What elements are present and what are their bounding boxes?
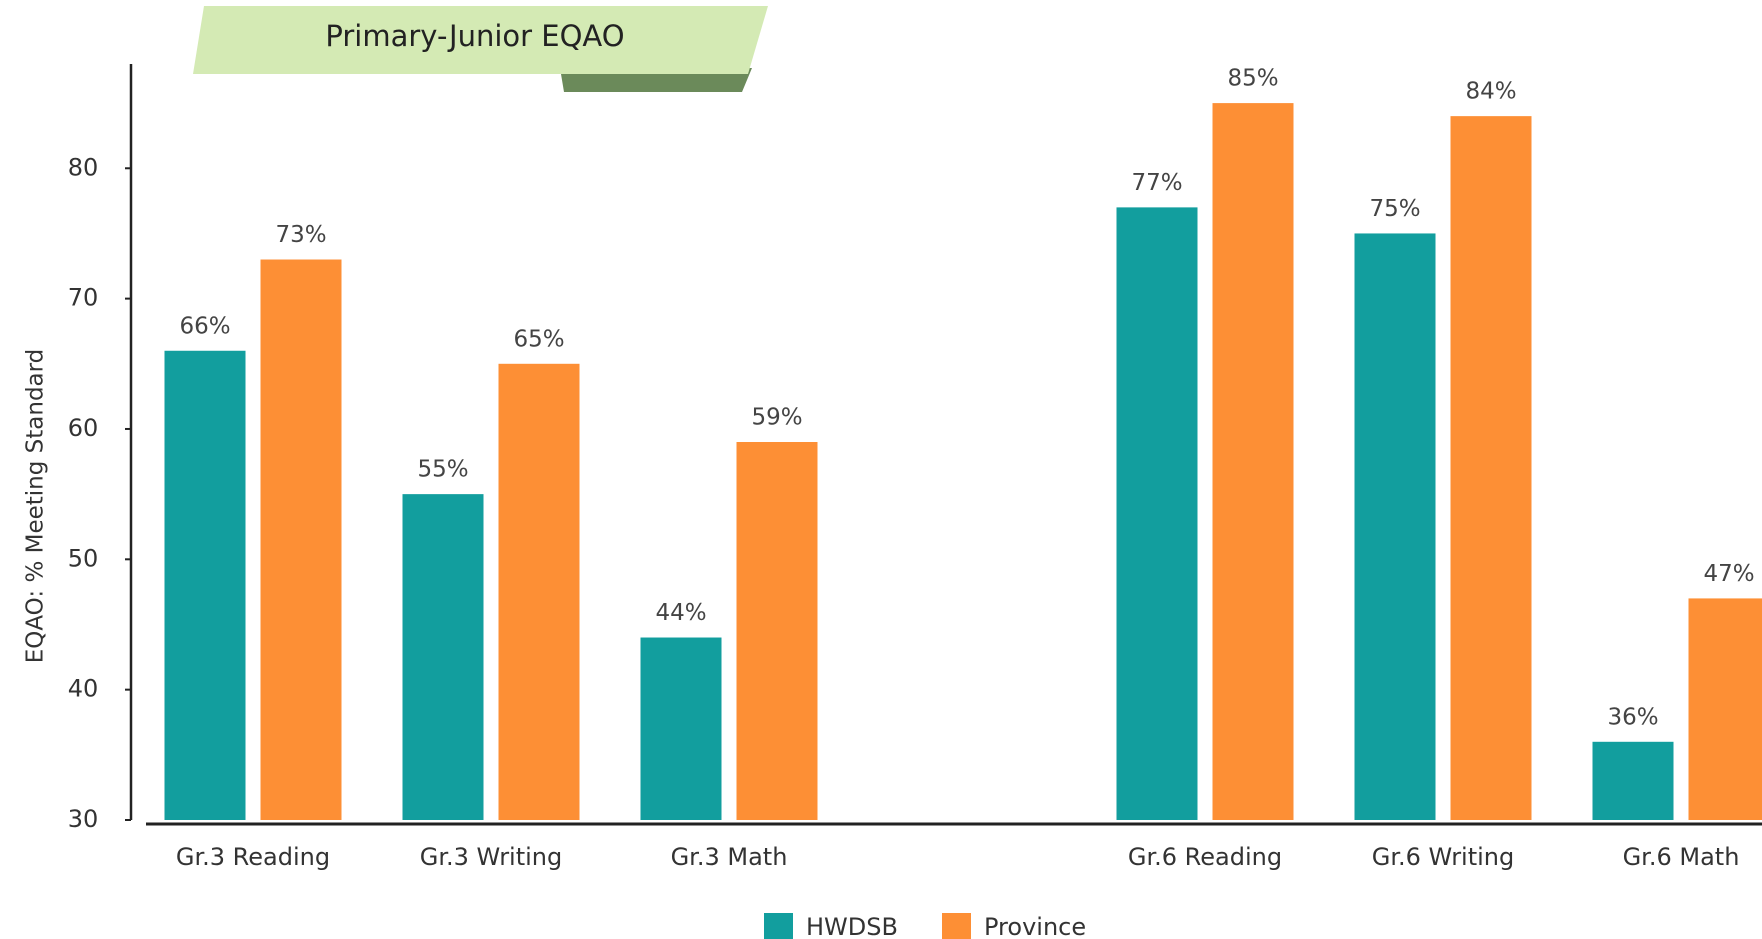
bar bbox=[1116, 207, 1198, 821]
bar bbox=[260, 259, 342, 821]
title-banner bbox=[193, 6, 768, 74]
x-tick-label: Gr.6 Reading bbox=[1128, 843, 1282, 871]
data-label: 55% bbox=[417, 457, 468, 483]
data-label: 75% bbox=[1369, 196, 1420, 222]
data-label: 66% bbox=[179, 313, 230, 339]
legend-label: Province bbox=[984, 913, 1086, 939]
x-tick-label: Gr.6 Math bbox=[1623, 843, 1740, 871]
y-axis-label: EQAO: % Meeting Standard bbox=[23, 349, 49, 664]
data-label: 84% bbox=[1465, 79, 1516, 105]
bar bbox=[1212, 103, 1294, 820]
data-label: 65% bbox=[513, 326, 564, 352]
x-tick-label: Gr.3 Math bbox=[671, 843, 788, 871]
data-label: 36% bbox=[1607, 704, 1658, 730]
y-tick-label: 40 bbox=[68, 675, 99, 703]
bar bbox=[498, 363, 580, 820]
bar bbox=[1354, 233, 1436, 821]
data-label: 73% bbox=[275, 222, 326, 248]
x-tick-label: Gr.6 Writing bbox=[1372, 843, 1515, 871]
data-label: 85% bbox=[1227, 66, 1278, 92]
data-label: 77% bbox=[1131, 170, 1182, 196]
data-label: 44% bbox=[655, 600, 706, 626]
y-tick-label: 70 bbox=[68, 284, 99, 312]
x-tick-label: Gr.3 Writing bbox=[420, 843, 563, 871]
legend-label: HWDSB bbox=[806, 913, 898, 939]
y-tick-label: 50 bbox=[68, 544, 99, 572]
bar bbox=[164, 350, 246, 820]
y-tick-label: 30 bbox=[68, 805, 99, 833]
bar bbox=[1688, 598, 1762, 820]
data-label: 47% bbox=[1703, 561, 1754, 587]
bar bbox=[640, 637, 722, 820]
bar bbox=[1450, 116, 1532, 820]
y-tick-label: 60 bbox=[68, 414, 99, 442]
legend-swatch bbox=[942, 913, 971, 939]
chart-title: Primary-Junior EQAO bbox=[325, 19, 624, 53]
x-tick-label: Gr.3 Reading bbox=[176, 843, 330, 871]
y-tick-label: 80 bbox=[68, 153, 99, 181]
bar bbox=[402, 494, 484, 820]
bar bbox=[1592, 741, 1674, 820]
bar bbox=[736, 442, 818, 820]
data-label: 59% bbox=[751, 405, 802, 431]
legend-swatch bbox=[764, 913, 793, 939]
